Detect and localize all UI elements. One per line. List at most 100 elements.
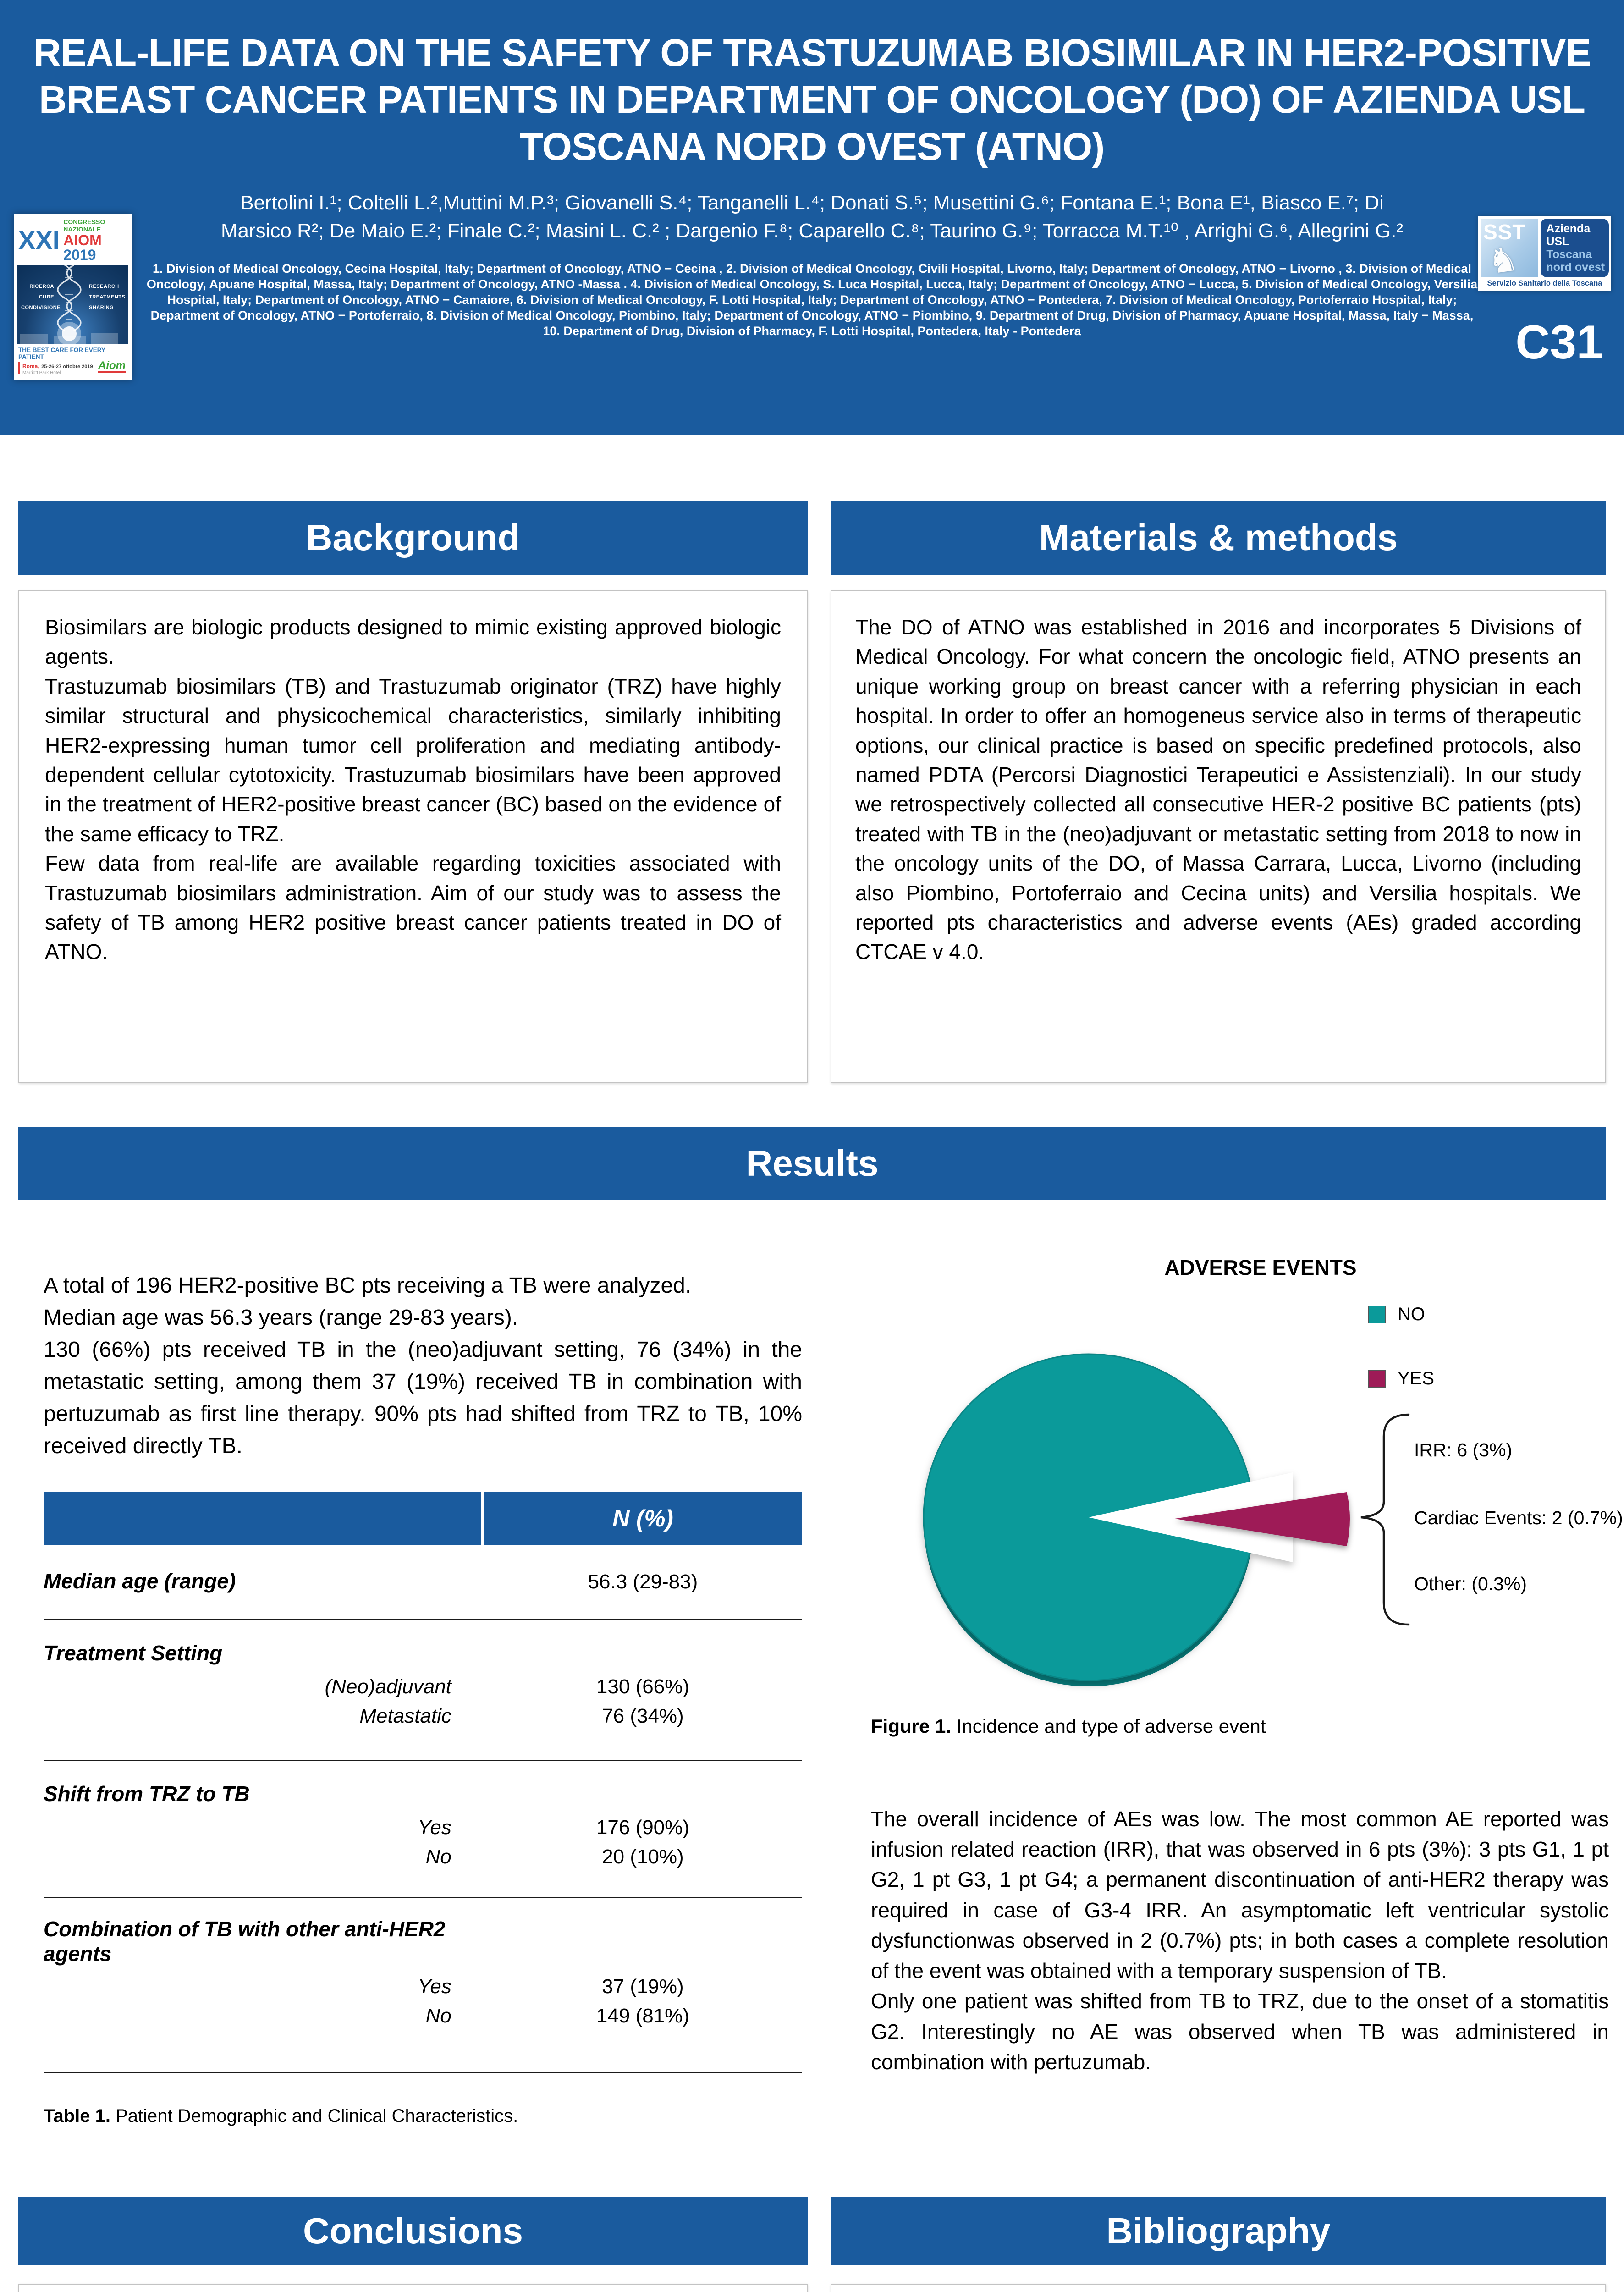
table-row-value: 20 (10%) [602, 1846, 684, 1868]
sst-logo-left: SST ♞ [1481, 219, 1539, 281]
authors: Bertolini I.¹; Coltelli L.²,Muttini M.P.… [0, 189, 1624, 245]
sst-line-usl: USL [1546, 235, 1569, 248]
aiom-logo-bottom: THE BEST CARE FOR EVERY PATIENT Roma, 25… [17, 344, 128, 376]
table-row-value: 176 (90%) [596, 1816, 689, 1839]
methods-section-header: Materials & methods [831, 501, 1606, 575]
conclusions-title: Conclusions [303, 2210, 523, 2251]
table-row-value: 76 (34%) [602, 1705, 684, 1727]
title-line-3: TOSCANA NORD OVEST (ATNO) [519, 125, 1105, 168]
table-sub-label: No [425, 1846, 451, 1868]
results-section-header: Results [18, 1127, 1606, 1200]
affiliations: 1. Division of Medical Oncology, Cecina … [146, 261, 1478, 338]
results-paragraph: Only one patient was shifted from TB to … [871, 1989, 1609, 2074]
background-paragraph: Biosimilars are biologic products design… [45, 615, 781, 669]
authors-line-1: Bertolini I.¹; Coltelli L.²,Muttini M.P.… [240, 192, 1384, 215]
bibliography-title: Bibliography [1106, 2210, 1331, 2251]
figure-caption-label: Figure 1. [871, 1715, 952, 1737]
title-line-1: REAL-LIFE DATA ON THE SAFETY OF TRASTUZU… [33, 31, 1591, 74]
table-group-row: Treatment Setting [44, 1620, 802, 1665]
bibliography-section-header: Bibliography [831, 2197, 1606, 2265]
conclusions-section-header: Conclusions [18, 2197, 808, 2265]
table-group-label: Shift from TRZ to TB [44, 1782, 250, 1806]
aiom-congress-logo: XXI CONGRESSO NAZIONALE AIOM 2019 RICERC… [14, 214, 132, 380]
aiom-words-italian: RICERCA CURE CONDIVISIONE [21, 284, 61, 311]
background-section-header: Background [18, 501, 808, 575]
aiom-year: 2019 [63, 247, 96, 263]
table-sub-label: Metastatic [359, 1705, 451, 1727]
table-group-row: Shift from TRZ to TB [44, 1761, 802, 1806]
sst-line-nordovest: nord ovest [1546, 261, 1605, 274]
chart-title: ADVERSE EVENTS [1164, 1256, 1357, 1279]
sst-line-toscana: Toscana [1546, 248, 1592, 261]
aiom-brand-word: AIOM [63, 232, 102, 248]
table-sub-label: No [425, 2005, 451, 2027]
sst-line-azienda: Azienda [1546, 222, 1591, 235]
background-textbox: Biosimilars are biologic products design… [18, 590, 808, 1083]
table-header-row: N (%) [44, 1492, 802, 1545]
aiom-logo-artwork: RICERCA CURE CONDIVISIONE RESEARCH TREAT… [17, 265, 128, 344]
results-paragraph: 130 (66%) pts received TB in the (neo)ad… [44, 1338, 802, 1459]
aiom-dates: 25-26-27 ottobre 2019 [41, 364, 93, 369]
methods-title: Materials & methods [1039, 517, 1398, 558]
table-divider [44, 2072, 802, 2073]
conclusions-textbox: In our real life experience TB showed a … [18, 2284, 808, 2292]
table-group-label: Combination of TB with other anti-HER2 a… [44, 1917, 446, 1966]
table-caption-label: Table 1. [44, 2106, 110, 2126]
figure-caption-text: Incidence and type of adverse event [951, 1715, 1266, 1737]
legend-label-yes: YES [1398, 1368, 1435, 1388]
table-sub-label: Yes [418, 1975, 451, 1998]
table-row-value: 130 (66%) [596, 1675, 689, 1698]
table-row: Metastatic 76 (34%) [44, 1698, 802, 1760]
bibliography-textbox: 1. Slamon D, Eiermann W, Robert N, et al… [831, 2284, 1606, 2292]
pie-slice-yes [1175, 1492, 1350, 1546]
legend-label-no: NO [1398, 1304, 1425, 1324]
pie-chart [923, 1353, 1350, 1686]
sst-logo: SST ♞ Azienda USL Toscana nord ovest Ser… [1478, 216, 1611, 291]
methods-paragraph: The DO of ATNO was established in 2016 a… [855, 615, 1581, 964]
aiom-congresso-text: CONGRESSO NAZIONALE [63, 218, 105, 233]
legend-item-yes: YES [1368, 1368, 1434, 1389]
table-row-label: Median age (range) [44, 1569, 236, 1593]
aiom-venue: Marriott Park Hotel [22, 370, 61, 375]
table-1: N (%) Median age (range) 56.3 (29-83) Tr… [44, 1492, 802, 2127]
table-header-n-pct: N (%) [612, 1505, 673, 1532]
background-paragraph: Few data from real-life are available re… [45, 851, 781, 964]
aiom-brand-logo: Aiom [98, 359, 126, 373]
poster-header: REAL-LIFE DATA ON THE SAFETY OF TRASTUZU… [0, 0, 1624, 435]
results-left-text: A total of 196 HER2-positive BC pts rece… [44, 1270, 802, 1462]
page-title: REAL-LIFE DATA ON THE SAFETY OF TRASTUZU… [0, 0, 1624, 170]
table-row: No 149 (81%) [44, 1998, 802, 2072]
dna-helix-icon [20, 265, 118, 344]
table-caption: Table 1. Patient Demographic and Clinica… [44, 2106, 802, 2127]
table-group-label: Treatment Setting [44, 1641, 223, 1665]
table-divider [44, 1619, 802, 1620]
methods-textbox: The DO of ATNO was established in 2016 a… [831, 590, 1606, 1083]
table-row: (Neo)adjuvant 130 (66%) [44, 1665, 802, 1698]
authors-line-2: Marsico R²; De Maio E.²; Finale C.²; Mas… [220, 220, 1404, 242]
results-paragraph: A total of 196 HER2-positive BC pts rece… [44, 1273, 692, 1298]
pegasus-icon: ♞ [1485, 239, 1521, 281]
aiom-tagline: THE BEST CARE FOR EVERY PATIENT [18, 347, 105, 360]
background-title: Background [306, 517, 520, 558]
annotation-irr: IRR: 6 (3%) [1414, 1439, 1513, 1460]
poster-code: C31 [1515, 316, 1603, 369]
table-row: Yes 176 (90%) [44, 1806, 802, 1839]
aiom-words-english: RESEARCH TREATMENTS SHARING [89, 284, 126, 311]
table-row: Median age (range) 56.3 (29-83) [44, 1545, 802, 1619]
table-row-value: 37 (19%) [602, 1975, 684, 1998]
results-title: Results [746, 1143, 879, 1184]
annotation-cardiac: Cardiac Events: 2 (0.7%) [1414, 1507, 1623, 1528]
figure-caption: Figure 1. Incidence and type of adverse … [871, 1715, 1266, 1737]
results-paragraph: The overall incidence of AEs was low. Th… [871, 1807, 1609, 1983]
table-caption-text: Patient Demographic and Clinical Charact… [110, 2106, 518, 2126]
background-paragraph: Trastuzumab biosimilars (TB) and Trastuz… [45, 674, 781, 846]
table-sub-label: Yes [418, 1816, 451, 1839]
aiom-red-bar [18, 362, 20, 374]
annotation-bracket [1360, 1413, 1410, 1626]
table-row-value: 56.3 (29-83) [588, 1570, 698, 1593]
sst-text: SST [1483, 220, 1526, 244]
sst-footer-text: Servizio Sanitario della Toscana [1487, 279, 1602, 287]
aiom-xxi-text: XXI [18, 225, 60, 254]
title-line-2: BREAST CANCER PATIENTS IN DEPARTMENT OF … [39, 78, 1585, 121]
